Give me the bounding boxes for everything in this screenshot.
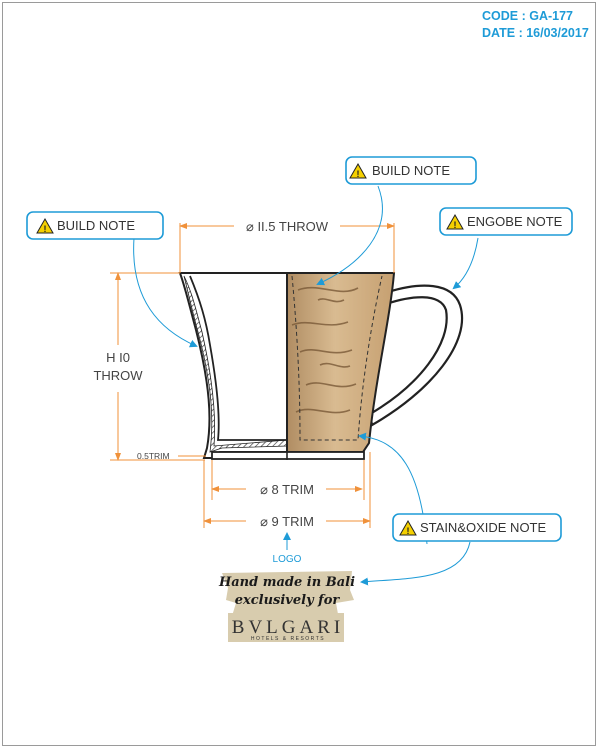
- build-note-top-label: BUILD NOTE: [372, 163, 450, 178]
- svg-text:!: !: [407, 526, 410, 536]
- stamp-line2: exclusively for: [235, 593, 341, 608]
- svg-text:!: !: [454, 220, 457, 230]
- warning-icon: !: [399, 519, 417, 536]
- svg-text:!: !: [44, 224, 47, 234]
- title-block: CODE : GA-177 DATE : 16/03/2017: [482, 8, 589, 42]
- date-label: DATE : 16/03/2017: [482, 26, 589, 40]
- engobe-note-label: ENGOBE NOTE: [467, 214, 563, 229]
- build-note-top-box[interactable]: ! BUILD NOTE: [345, 156, 477, 185]
- stain-oxide-note-label: STAIN&OXIDE NOTE: [420, 520, 546, 535]
- dim-trim-thickness: 0.5TRIM: [137, 451, 170, 461]
- brand-name: BVLGARI: [232, 617, 344, 638]
- engobe-inner-line: [291, 275, 383, 441]
- cup-foot: [211, 451, 365, 460]
- dim-height-line2: THROW: [93, 368, 143, 383]
- brand-sub: HOTELS & RESORTS: [251, 636, 325, 642]
- warning-icon: !: [36, 217, 54, 234]
- engobe-note-box[interactable]: ! ENGOBE NOTE: [439, 207, 573, 236]
- dimensions: [110, 223, 395, 528]
- build-note-left-label: BUILD NOTE: [57, 218, 135, 233]
- cup-section-wall: [178, 272, 288, 459]
- code-label: CODE : GA-177: [482, 9, 573, 23]
- stamp-line1: Hand made in Bali: [218, 575, 355, 590]
- logo-stamp: Hand made in Bali exclusively for BVLGAR…: [218, 571, 355, 642]
- dim-top-width: ⌀ II.5 THROW: [246, 219, 329, 234]
- build-note-left-box[interactable]: ! BUILD NOTE: [26, 211, 164, 240]
- logo-label: LOGO: [273, 554, 302, 565]
- dim-inner-base: ⌀ 8 TRIM: [260, 482, 314, 497]
- warning-icon: !: [446, 213, 464, 230]
- svg-text:!: !: [357, 169, 360, 179]
- stain-oxide-note-box[interactable]: ! STAIN&OXIDE NOTE: [392, 513, 562, 542]
- cup-inner-wall: [189, 275, 287, 441]
- warning-icon: !: [349, 162, 367, 179]
- cup-glaze-exterior: [286, 272, 396, 453]
- dim-height-line1: H I0: [106, 350, 130, 365]
- dim-outer-base: ⌀ 9 TRIM: [260, 514, 314, 529]
- cup-section-hatch: [183, 275, 288, 453]
- glaze-texture: [291, 286, 359, 414]
